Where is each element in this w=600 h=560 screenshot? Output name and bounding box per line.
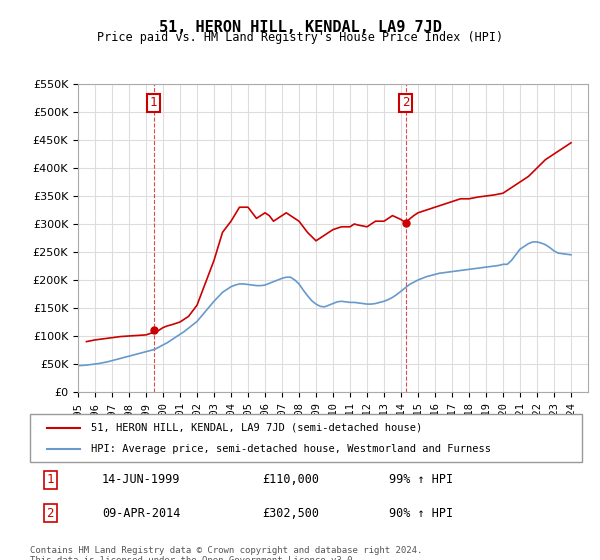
FancyBboxPatch shape xyxy=(30,414,582,462)
Text: Price paid vs. HM Land Registry's House Price Index (HPI): Price paid vs. HM Land Registry's House … xyxy=(97,31,503,44)
Text: 1: 1 xyxy=(150,96,157,109)
Text: 1: 1 xyxy=(47,473,54,486)
Text: 2: 2 xyxy=(47,507,54,520)
Text: Contains HM Land Registry data © Crown copyright and database right 2024.
This d: Contains HM Land Registry data © Crown c… xyxy=(30,546,422,560)
Text: 99% ↑ HPI: 99% ↑ HPI xyxy=(389,473,453,486)
Text: 2: 2 xyxy=(402,96,409,109)
Text: £302,500: £302,500 xyxy=(262,507,319,520)
Text: 51, HERON HILL, KENDAL, LA9 7JD (semi-detached house): 51, HERON HILL, KENDAL, LA9 7JD (semi-de… xyxy=(91,423,422,433)
Text: £110,000: £110,000 xyxy=(262,473,319,486)
Text: 51, HERON HILL, KENDAL, LA9 7JD: 51, HERON HILL, KENDAL, LA9 7JD xyxy=(158,20,442,35)
Text: 09-APR-2014: 09-APR-2014 xyxy=(102,507,180,520)
Text: 90% ↑ HPI: 90% ↑ HPI xyxy=(389,507,453,520)
Text: 14-JUN-1999: 14-JUN-1999 xyxy=(102,473,180,486)
Text: HPI: Average price, semi-detached house, Westmorland and Furness: HPI: Average price, semi-detached house,… xyxy=(91,444,491,454)
